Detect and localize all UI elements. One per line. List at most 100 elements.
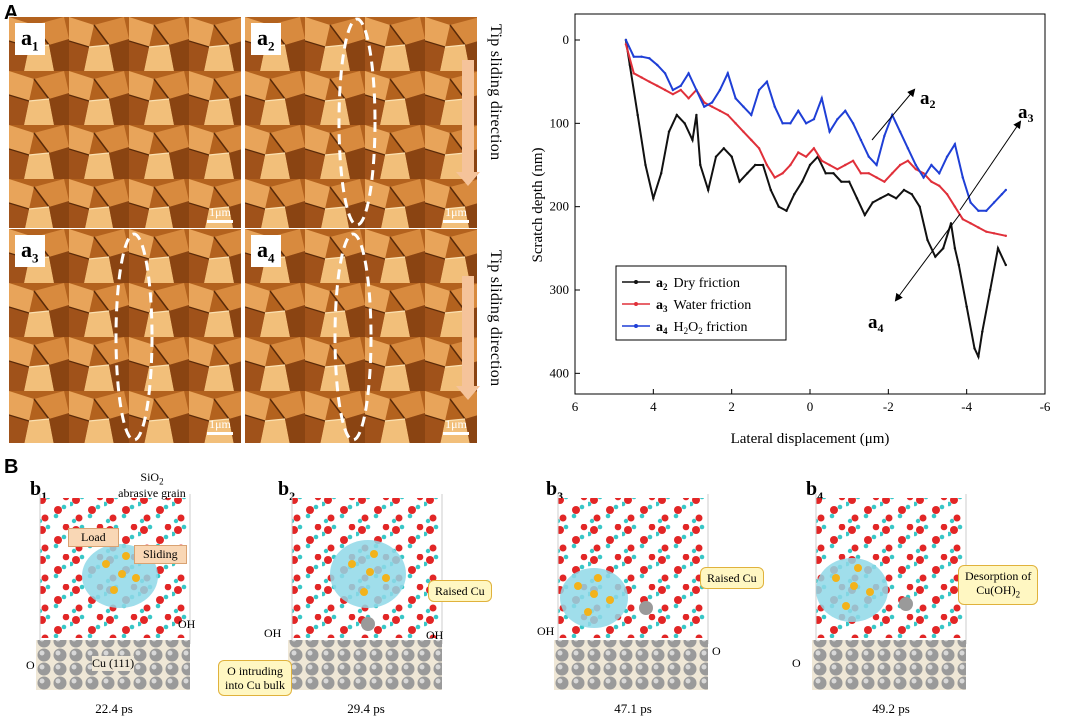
- snapshot-tag-b1: b1: [30, 478, 48, 503]
- tip-direction-text-top: Tip sliding direction: [487, 24, 504, 161]
- data-point: [734, 122, 737, 125]
- data-point: [969, 222, 972, 225]
- data-point: [961, 217, 964, 221]
- data-point: [883, 134, 886, 138]
- data-point: [836, 117, 839, 121]
- data-point: [781, 122, 784, 125]
- data-point: [683, 122, 686, 125]
- time-b4: 49.2 ps: [872, 701, 910, 716]
- data-point: [765, 80, 769, 83]
- oh-label: OH: [537, 624, 555, 638]
- o-label: O: [26, 658, 35, 672]
- data-point: [824, 172, 827, 175]
- data-point: [753, 163, 757, 167]
- data-point: [918, 205, 921, 208]
- annotation-a2: a2: [920, 88, 936, 111]
- data-point: [961, 176, 964, 179]
- afm-image-a4: a4 1μm: [244, 228, 478, 444]
- data-point: [691, 138, 694, 142]
- afm-image-a2: a2 1μm: [244, 16, 478, 232]
- sio2-label: SiO2 abrasive grain: [118, 470, 186, 501]
- legend-entry-water: a3 Water friction: [656, 298, 751, 314]
- data-point: [855, 197, 859, 200]
- data-point: [636, 113, 639, 117]
- data-point: [706, 188, 710, 192]
- data-point: [773, 105, 776, 108]
- data-point: [887, 192, 890, 196]
- y-tick-label: 200: [550, 199, 570, 214]
- data-point: [742, 130, 745, 133]
- data-point: [726, 72, 729, 75]
- data-point: [800, 180, 804, 183]
- data-point: [648, 80, 651, 83]
- data-point: [663, 72, 667, 75]
- y-tick-label: 400: [550, 365, 570, 380]
- data-point: [793, 192, 796, 196]
- time-b2: 29.4 ps: [347, 701, 385, 716]
- data-point: [965, 305, 968, 308]
- data-point: [992, 232, 996, 235]
- x-tick-label: -4: [961, 399, 972, 414]
- oh-label-left: OH: [264, 626, 282, 640]
- data-point: [718, 109, 722, 113]
- data-point: [648, 57, 651, 60]
- afm-image-a3: a3 1μm: [8, 228, 242, 444]
- data-point: [695, 113, 698, 117]
- data-point: [1004, 263, 1008, 267]
- data-point: [875, 163, 878, 167]
- data-point: [812, 117, 816, 121]
- data-point: [652, 197, 655, 200]
- data-point: [922, 172, 925, 175]
- scale-bar: 1μm: [207, 417, 233, 435]
- data-point: [773, 176, 776, 179]
- panel-b-label: B: [4, 456, 19, 478]
- x-tick-label: 0: [807, 399, 814, 414]
- x-tick-label: 6: [572, 399, 579, 414]
- data-point: [863, 213, 867, 217]
- data-point: [977, 209, 980, 213]
- data-point: [703, 101, 706, 104]
- afm-image-a1: a1 1μm: [8, 16, 242, 232]
- data-point: [847, 180, 851, 183]
- o-label: O: [792, 656, 801, 670]
- data-point: [734, 97, 737, 100]
- md-snapshot-b2: [288, 494, 443, 690]
- data-point: [703, 105, 706, 108]
- data-point: [871, 201, 874, 204]
- legend-box: [615, 265, 787, 341]
- x-tick-label: 2: [728, 399, 735, 414]
- data-point: [797, 151, 800, 154]
- data-point: [836, 167, 839, 171]
- snapshot-tag-b3: b3: [546, 478, 564, 503]
- cu111-label: Cu (111): [92, 656, 135, 671]
- series-line-2: [624, 39, 1007, 212]
- data-point: [992, 201, 996, 204]
- data-point: [757, 88, 761, 92]
- afm-tag: a1: [15, 23, 45, 56]
- data-point: [632, 55, 635, 58]
- x-tick-label: -6: [1040, 399, 1051, 414]
- data-point: [859, 138, 863, 142]
- data-point: [750, 138, 753, 142]
- data-point: [659, 172, 663, 175]
- data-point: [710, 101, 714, 104]
- data-point: [812, 147, 816, 150]
- data-point: [789, 122, 792, 125]
- data-point: [859, 172, 863, 175]
- data-point: [714, 155, 718, 158]
- time-b3: 47.1 ps: [614, 701, 652, 716]
- data-point: [1004, 188, 1008, 192]
- data-point: [667, 130, 671, 133]
- data-point: [730, 155, 733, 158]
- series-line-1: [624, 43, 1007, 237]
- scale-bar: 1μm: [443, 417, 469, 435]
- data-point: [640, 76, 643, 79]
- annotation-arrow-a2: [871, 88, 916, 141]
- data-point: [710, 105, 714, 108]
- data-point: [938, 184, 941, 188]
- data-point: [851, 159, 855, 163]
- data-point: [765, 163, 769, 167]
- o-intruding-callout: O intruding into Cu bulk: [218, 660, 293, 696]
- y-tick-label: 0: [563, 32, 570, 47]
- data-point: [953, 247, 957, 250]
